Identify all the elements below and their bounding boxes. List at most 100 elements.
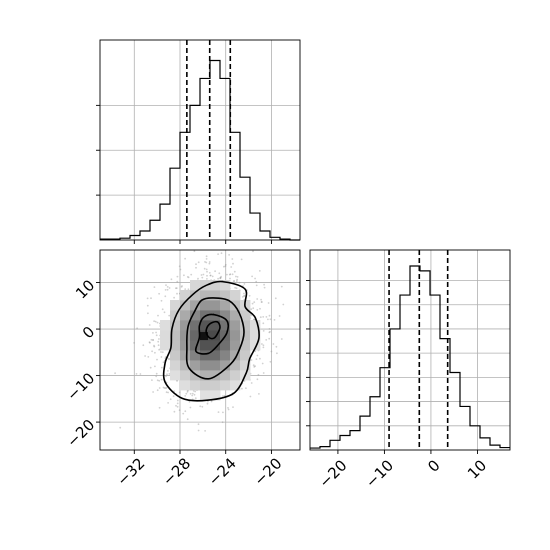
scatter-point	[197, 429, 200, 432]
scatter-point	[265, 339, 268, 341]
scatter-point	[161, 351, 164, 354]
scatter-point	[267, 318, 269, 321]
scatter-point	[261, 343, 263, 345]
scatter-point	[231, 273, 234, 276]
scatter-point	[255, 280, 258, 283]
scatter-point	[152, 391, 155, 393]
scatter-point	[259, 316, 262, 319]
scatter-point	[148, 324, 151, 326]
scatter-point	[261, 362, 264, 365]
density-cell	[170, 370, 181, 381]
panel-frame	[309, 249, 511, 451]
scatter-point	[119, 426, 122, 429]
scatter-point	[184, 257, 187, 260]
x-tick-label: −28	[159, 454, 194, 489]
scatter-point	[256, 298, 259, 300]
scatter-point	[202, 273, 205, 276]
scatter-point	[235, 287, 238, 290]
scatter-point	[176, 275, 179, 278]
scatter-point	[262, 346, 265, 349]
scatter-point	[205, 261, 208, 264]
scatter-point	[136, 327, 139, 330]
scatter-point	[221, 395, 224, 397]
scatter-point	[232, 406, 234, 408]
scatter-point	[208, 261, 211, 263]
scatter-point	[176, 280, 179, 283]
x-tick-label: −20	[316, 456, 351, 491]
scatter-point	[261, 301, 263, 303]
scatter-point	[201, 246, 203, 248]
scatter-point	[273, 319, 276, 321]
density-cell	[170, 310, 181, 321]
density-cell	[190, 380, 201, 391]
scatter-point	[219, 276, 222, 279]
scatter-point	[168, 314, 171, 317]
scatter-point	[258, 393, 260, 395]
scatter-point	[232, 280, 235, 283]
histogram-param1-panel	[96, 39, 301, 244]
scatter-point	[258, 270, 261, 272]
scatter-point	[278, 315, 281, 317]
scatter-point	[168, 373, 171, 375]
density-cell	[240, 330, 251, 341]
density-cell	[180, 300, 191, 311]
density-cell	[180, 310, 191, 321]
density-cell	[200, 350, 211, 361]
scatter-point	[217, 277, 220, 280]
density-cell	[200, 300, 211, 311]
scatter-point	[190, 273, 193, 276]
x-tick-label: 0	[424, 456, 443, 475]
y-tick-label: −10	[63, 369, 98, 404]
scatter-point	[197, 277, 199, 280]
scatter-point	[179, 268, 182, 271]
scatter-point	[150, 297, 152, 300]
scatter-point	[262, 316, 265, 318]
scatter-point	[256, 378, 259, 381]
scatter-point	[114, 372, 116, 375]
scatter-point	[144, 355, 147, 357]
scatter-point	[256, 309, 259, 311]
scatter-point	[158, 338, 160, 340]
density-cell	[190, 280, 201, 291]
scatter-point	[224, 265, 227, 268]
density-cell	[210, 360, 221, 371]
density-cell	[240, 360, 251, 371]
scatter-point	[156, 389, 159, 392]
scatter-point	[147, 356, 150, 358]
scatter-point	[272, 343, 275, 345]
x-tick-label: −32	[113, 454, 148, 489]
scatter-point	[157, 340, 160, 343]
density-cell	[180, 360, 191, 371]
density-cell	[210, 330, 221, 341]
scatter-point	[195, 263, 197, 266]
scatter-point	[193, 250, 196, 253]
scatter-point	[166, 373, 168, 376]
scatter-point	[240, 258, 243, 261]
density-cell	[220, 320, 231, 331]
scatter-point	[203, 267, 206, 270]
density-cell	[190, 330, 201, 341]
scatter-point	[173, 410, 176, 413]
x-tick-label: −24	[205, 454, 240, 489]
scatter-point	[205, 258, 208, 260]
scatter-point	[199, 405, 202, 408]
scatter-point	[166, 286, 169, 288]
scatter-point	[133, 342, 136, 344]
scatter-point	[263, 283, 265, 286]
scatter-point	[165, 284, 167, 286]
scatter-point	[250, 314, 253, 317]
density-cell	[210, 380, 221, 391]
scatter-point	[156, 321, 159, 324]
scatter-point	[158, 292, 161, 295]
contour-inner	[194, 313, 229, 355]
scatter-point	[238, 281, 241, 284]
scatter-point	[178, 391, 181, 394]
scatter-point	[235, 275, 237, 278]
scatter-point	[170, 278, 173, 281]
scatter-point	[206, 278, 208, 280]
scatter-point	[218, 272, 221, 275]
density-cell	[170, 320, 181, 331]
scatter-point	[270, 350, 273, 353]
density-cell	[250, 340, 261, 351]
density-cell	[180, 380, 191, 391]
